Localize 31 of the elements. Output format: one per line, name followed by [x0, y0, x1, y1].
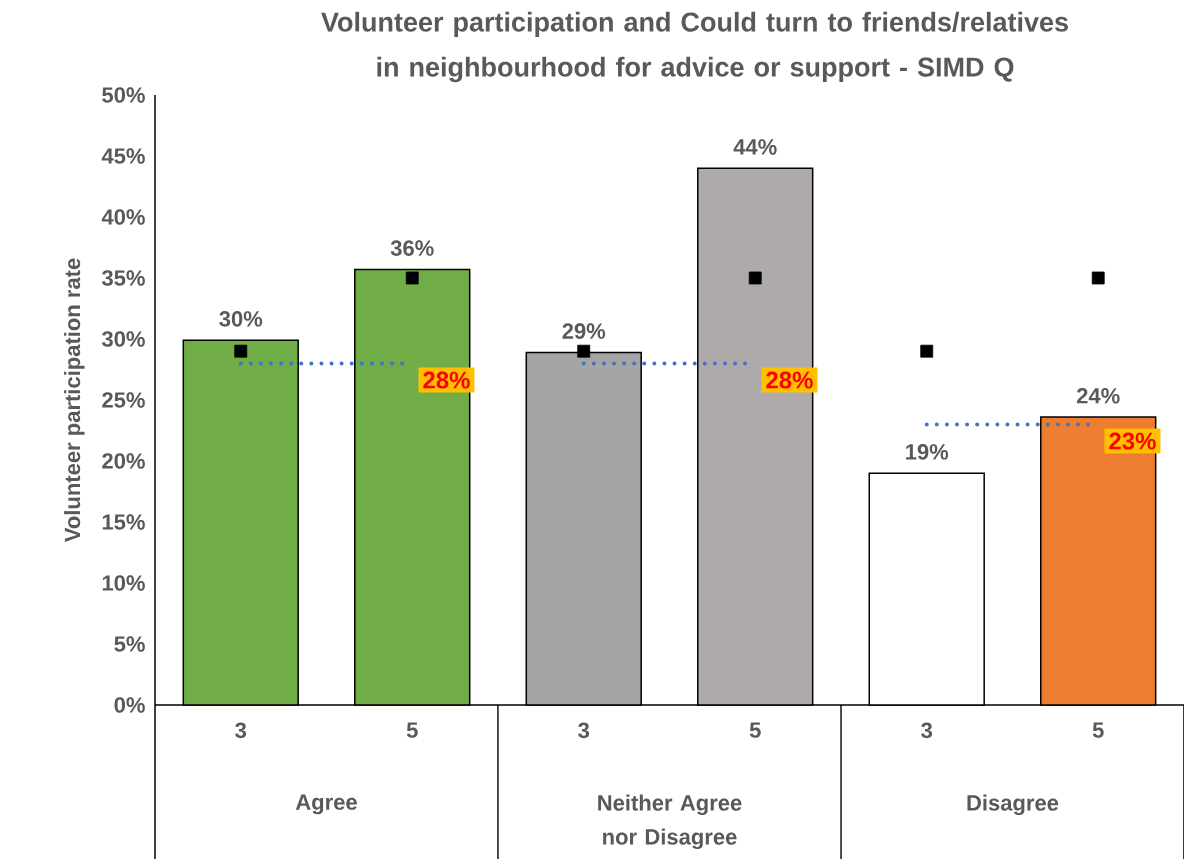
- y-tick-label: 35%: [101, 270, 145, 286]
- data-label: 44%: [733, 139, 777, 155]
- x-tick-label: 5: [749, 722, 761, 738]
- y-tick-label: 50%: [102, 87, 145, 103]
- y-tick-label: 40%: [101, 209, 145, 225]
- x-tick-label: 3: [921, 722, 933, 739]
- y-tick-label: 10%: [102, 575, 145, 591]
- y-axis-title: Volunteer participation rate: [64, 258, 85, 543]
- text: Neither Agree nor Disagree: [598, 794, 742, 850]
- x-tick-label: 5: [1092, 722, 1104, 738]
- data-label: 24%: [1076, 388, 1120, 404]
- data-label: 36%: [390, 240, 434, 256]
- x-tick-label: 3: [235, 722, 247, 739]
- data-label: 19%: [906, 444, 949, 460]
- text: Disagree: [967, 794, 1059, 816]
- text: Agree: [295, 794, 357, 815]
- y-tick-label: 20%: [102, 453, 145, 469]
- data-label: 29%: [562, 323, 606, 339]
- y-tick-label: 5%: [114, 636, 145, 652]
- data-label: 30%: [219, 311, 263, 327]
- y-tick-label: 45%: [101, 148, 145, 164]
- x-tick-label: 5: [406, 722, 418, 738]
- data-label: 28%: [423, 371, 470, 389]
- data-label: 23%: [1109, 432, 1156, 450]
- y-tick-label: 30%: [101, 331, 145, 347]
- y-tick-label: 25%: [102, 392, 145, 408]
- y-tick-label: 0%: [114, 697, 145, 713]
- x-tick-label: 3: [578, 722, 590, 739]
- data-label: 28%: [766, 371, 813, 389]
- y-tick-label: 15%: [102, 514, 145, 530]
- chart-title: Volunteer participation and Could turn to friends/relatives in neighbourhood for advice or support - SIMD Q: [321, 11, 1068, 83]
